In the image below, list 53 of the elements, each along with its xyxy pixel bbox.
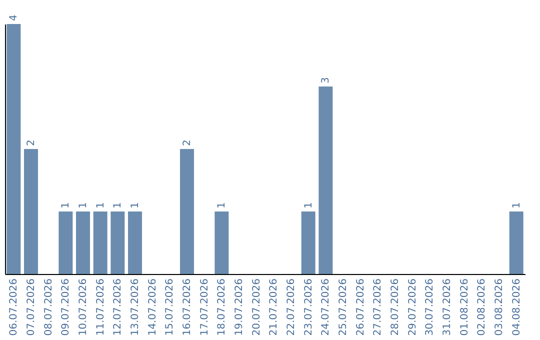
bar xyxy=(509,212,524,274)
bar xyxy=(301,212,316,274)
data-label: 1 xyxy=(511,202,522,208)
data-label: 1 xyxy=(216,202,228,208)
data-label: 1 xyxy=(95,202,106,208)
bar xyxy=(24,149,38,274)
x-tick-label: 17.07.2026 xyxy=(199,278,210,336)
x-tick-label: 01.08.2026 xyxy=(459,278,470,336)
x-tick-label: 12.07.2026 xyxy=(112,278,124,336)
x-tick-label: 18.07.2026 xyxy=(216,278,228,336)
x-tick-label: 09.07.2026 xyxy=(60,278,72,336)
x-tick-label: 31.07.2026 xyxy=(442,278,453,336)
data-label: 1 xyxy=(112,202,124,208)
bar xyxy=(93,212,108,274)
x-tick-label: 07.07.2026 xyxy=(26,278,37,336)
x-tick-label: 24.07.2026 xyxy=(320,278,332,336)
x-tick-label: 11.07.2026 xyxy=(95,278,106,336)
data-label: 3 xyxy=(320,77,332,84)
x-tick-label: 06.07.2026 xyxy=(8,278,20,336)
data-label: 1 xyxy=(60,202,72,208)
x-tick-label: 23.07.2026 xyxy=(303,278,314,336)
x-tick-label: 30.07.2026 xyxy=(424,278,436,336)
x-tick-label: 16.07.2026 xyxy=(182,278,193,336)
x-tick-label: 20.07.2026 xyxy=(251,278,262,336)
x-tick-label: 27.07.2026 xyxy=(372,278,384,336)
bar xyxy=(214,212,229,274)
data-label: 4 xyxy=(8,14,20,21)
bar xyxy=(76,212,90,274)
x-tick-label: 13.07.2026 xyxy=(130,278,141,336)
bar xyxy=(180,149,194,274)
x-tick-label: 22.07.2026 xyxy=(286,278,297,336)
x-tick-label: 19.07.2026 xyxy=(234,278,245,336)
x-tick-label: 10.07.2026 xyxy=(78,278,89,336)
x-tick-label: 14.07.2026 xyxy=(147,278,158,336)
bar xyxy=(128,212,142,274)
data-label: 1 xyxy=(130,202,141,208)
x-tick-label: 21.07.2026 xyxy=(268,278,280,336)
bar xyxy=(58,212,73,274)
data-label: 1 xyxy=(78,202,89,208)
data-label: 1 xyxy=(303,202,314,208)
x-tick-label: 03.08.2026 xyxy=(494,278,505,336)
x-tick-label: 15.07.2026 xyxy=(164,278,176,336)
data-label: 2 xyxy=(182,140,193,146)
data-label: 2 xyxy=(26,140,37,146)
x-tick-label: 28.07.2026 xyxy=(390,278,401,336)
x-tick-label: 26.07.2026 xyxy=(355,278,366,336)
x-tick-label: 04.08.2026 xyxy=(511,278,522,336)
bar xyxy=(110,212,125,274)
x-tick-label: 08.07.2026 xyxy=(43,278,54,336)
x-tick-label: 25.07.2026 xyxy=(338,278,349,336)
x-tick-label: 29.07.2026 xyxy=(407,278,418,336)
x-tick-label: 02.08.2026 xyxy=(476,278,488,336)
bar xyxy=(318,86,333,274)
